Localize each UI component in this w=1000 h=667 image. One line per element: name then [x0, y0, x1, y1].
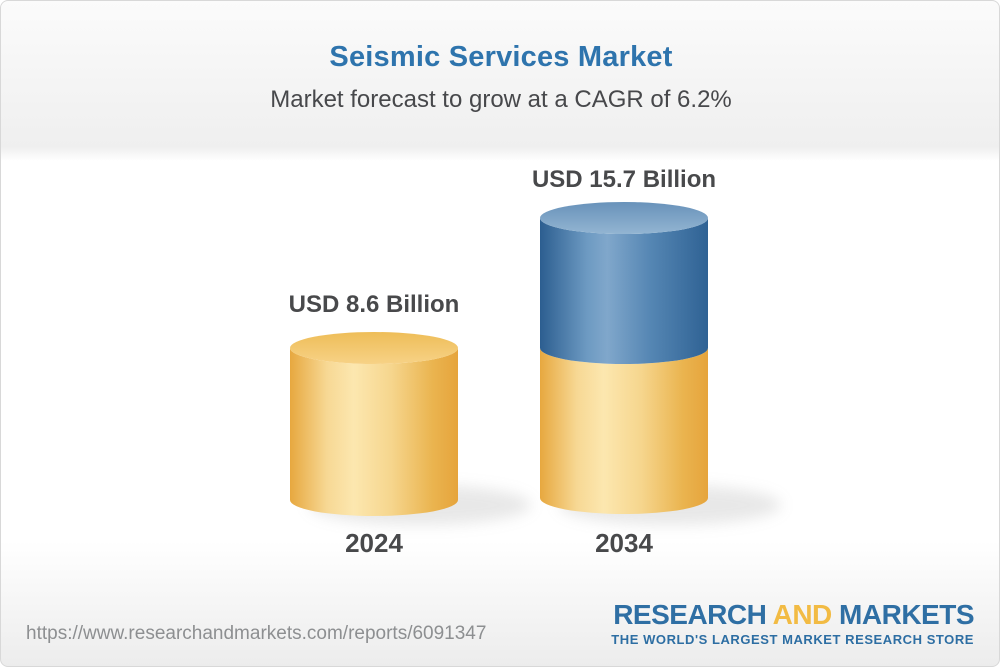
logo-word-research: RESEARCH [613, 599, 767, 630]
value-label-2024: USD 8.6 Billion [288, 291, 460, 318]
brand-logo: RESEARCH AND MARKETS THE WORLD'S LARGEST… [611, 600, 974, 648]
logo-word-and: AND [772, 599, 833, 630]
cylinder-2034-base-segment [540, 348, 708, 514]
x-axis-label-2024: 2024 [345, 528, 403, 558]
value-label-2034: USD 15.7 Billion [531, 166, 717, 193]
logo-word-markets: MARKETS [839, 599, 974, 630]
logo-wordmark: RESEARCH AND MARKETS [611, 600, 974, 629]
cylinder-2024 [290, 332, 458, 516]
cylinder-2024-body [290, 348, 458, 516]
logo-tagline: THE WORLD'S LARGEST MARKET RESEARCH STOR… [611, 632, 974, 648]
x-axis-label-2034: 2034 [595, 528, 653, 558]
cylinder-2034-growth-segment [540, 218, 708, 364]
page-title: Seismic Services Market [329, 41, 673, 73]
cylinder-2034 [540, 202, 708, 514]
report-url-link[interactable]: https://www.researchandmarkets.com/repor… [26, 623, 487, 644]
cylinder-2034-top [540, 202, 708, 234]
page-subtitle: Market forecast to grow at a CAGR of 6.2… [270, 86, 732, 113]
cylinder-2024-top [290, 332, 458, 364]
